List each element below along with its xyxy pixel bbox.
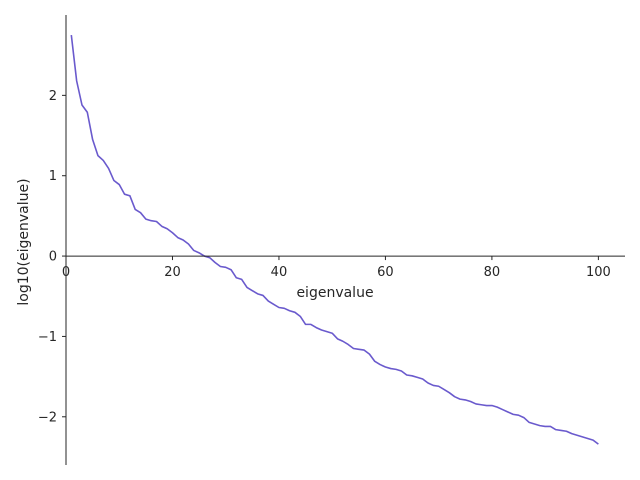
x-tick-label: 20 bbox=[164, 265, 181, 280]
x-tick-label: 0 bbox=[62, 265, 70, 280]
x-tick-label: 80 bbox=[484, 265, 501, 280]
y-tick-label: −2 bbox=[38, 410, 57, 425]
y-tick-label: 0 bbox=[49, 250, 57, 265]
axes: 0 20 40 60 80 100 −2 −1 0 1 2 bbox=[38, 15, 625, 465]
x-tick-label: 100 bbox=[586, 265, 611, 280]
x-axis-label: eigenvalue bbox=[296, 285, 373, 301]
plot-area bbox=[70, 34, 599, 445]
y-tick-label: 1 bbox=[49, 169, 57, 184]
x-tick-label: 40 bbox=[271, 265, 288, 280]
series-line bbox=[70, 34, 599, 445]
y-axis-label: log10(eigenvalue) bbox=[16, 178, 32, 305]
x-tick-label: 60 bbox=[377, 265, 394, 280]
y-tick-label: −1 bbox=[38, 330, 57, 345]
y-tick-label: 2 bbox=[49, 89, 57, 104]
